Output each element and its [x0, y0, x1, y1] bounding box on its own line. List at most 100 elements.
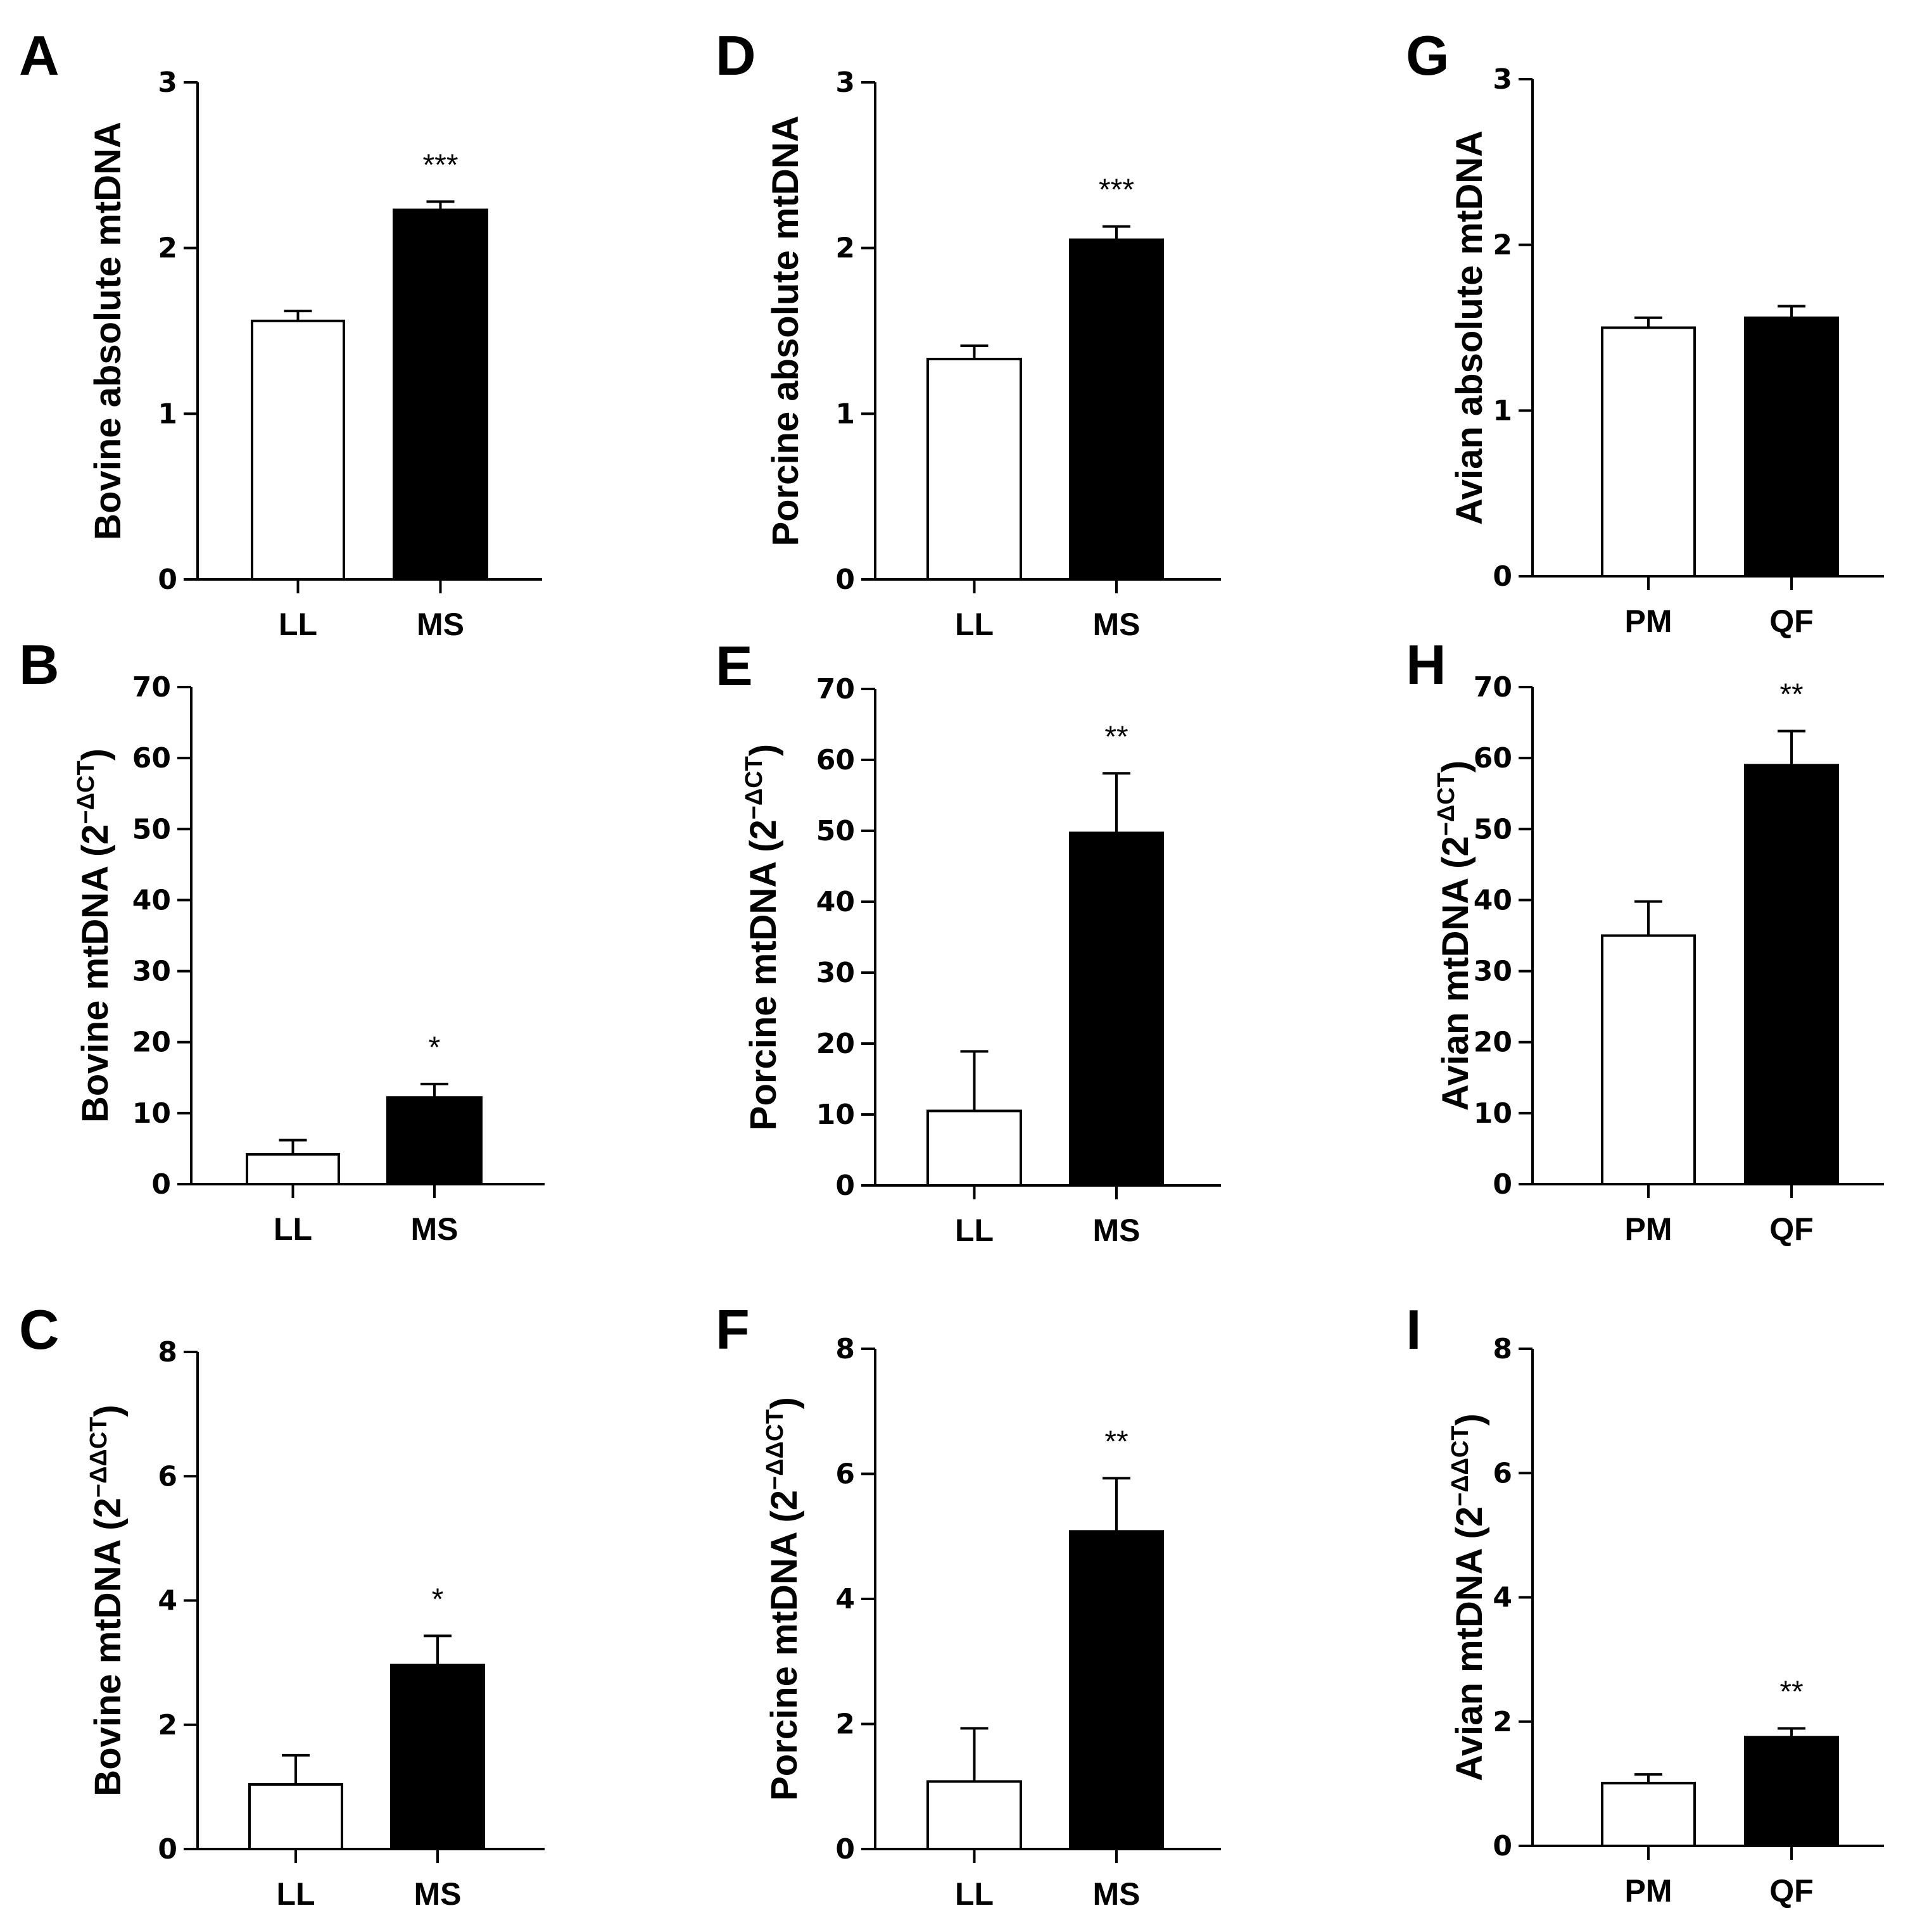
y-axis-label-b: Bovine mtDNA (2−ΔCT) [73, 748, 116, 1123]
category-label-d-ll: LL [955, 607, 994, 642]
significance-b-ms: * [429, 1031, 441, 1064]
category-label-b-ll: LL [274, 1211, 312, 1247]
bar-a-ll [251, 319, 345, 581]
bar-e-ll [926, 1109, 1022, 1187]
category-label-h-qf: QF [1769, 1211, 1813, 1247]
significance-c-ms: * [432, 1582, 444, 1616]
category-label-a-ll: LL [279, 607, 317, 642]
category-label-f-ll: LL [955, 1876, 994, 1912]
y-tick-label-a: 1 [158, 398, 177, 430]
significance-i-qf: ** [1779, 1676, 1803, 1709]
y-tick-label-b: 50 [132, 813, 171, 845]
category-label-g-qf: QF [1769, 603, 1813, 639]
panel-letter-f: F [716, 1298, 750, 1361]
y-tick-label-d: 1 [835, 398, 855, 430]
bar-g-qf [1744, 316, 1839, 578]
category-label-b-ms: MS [411, 1211, 458, 1247]
y-tick-label-i: 6 [1493, 1457, 1512, 1489]
panel-h: H 0 10 20 30 40 50 60 70 PM QF ** Avian mtDNA (2−ΔCT… [1406, 633, 1884, 1247]
y-tick-label-c: 2 [158, 1709, 177, 1741]
significance-d-ms: *** [1099, 174, 1134, 207]
panel-letter-i: I [1406, 1298, 1421, 1361]
bar-f-ll [926, 1780, 1022, 1851]
y-tick-label-e: 10 [816, 1099, 855, 1131]
category-label-f-ms: MS [1093, 1876, 1141, 1912]
bar-b-ms [386, 1096, 483, 1185]
panel-g: G 0 1 2 3 PM QF Avian absolute mtDNA [1406, 24, 1884, 639]
panel-letter-c: C [19, 1298, 60, 1361]
panel-d: D 0 1 2 3 LL MS *** Porcine absolute mtDNA [716, 24, 1221, 642]
y-tick-label-c: 4 [158, 1585, 177, 1617]
bar-d-ms [1069, 238, 1164, 581]
y-axis-label-i: Avian mtDNA (2−ΔΔCT) [1447, 1413, 1490, 1781]
bar-a-ms [393, 208, 488, 581]
y-tick-label-d: 2 [835, 232, 855, 265]
bar-c-ms [390, 1664, 485, 1851]
category-label-e-ll: LL [955, 1213, 994, 1248]
y-tick-label-e: 0 [835, 1170, 855, 1202]
y-axis-label-h: Avian mtDNA (2−ΔCT) [1433, 761, 1476, 1111]
category-label-e-ms: MS [1093, 1213, 1141, 1248]
category-label-a-ms: MS [417, 607, 464, 642]
y-tick-label-f: 0 [835, 1833, 855, 1866]
y-tick-label-i: 2 [1493, 1706, 1512, 1738]
y-tick-label-h: 60 [1474, 742, 1512, 774]
significance-f-ms: ** [1104, 1425, 1128, 1458]
panel-c: C 0 2 4 6 8 LL MS * Bovine mtDNA (2−ΔΔCT) [19, 1298, 545, 1912]
category-label-i-qf: QF [1769, 1873, 1813, 1909]
category-label-c-ll: LL [276, 1876, 315, 1912]
bar-g-pm [1601, 326, 1696, 578]
category-label-d-ms: MS [1093, 607, 1141, 642]
panel-letter-h: H [1406, 633, 1446, 696]
y-tick-label-g: 1 [1493, 395, 1512, 427]
y-tick-label-d: 3 [835, 66, 855, 99]
y-tick-label-a: 2 [158, 232, 177, 265]
y-tick-label-g: 2 [1493, 229, 1512, 262]
y-tick-label-f: 6 [835, 1458, 855, 1491]
y-axis-label-a: Bovine absolute mtDNA [87, 122, 129, 540]
y-tick-label-f: 8 [835, 1333, 855, 1365]
category-label-c-ms: MS [414, 1876, 462, 1912]
bar-h-pm [1601, 934, 1696, 1185]
y-tick-label-b: 70 [132, 671, 171, 704]
panel-letter-e: E [716, 635, 753, 697]
y-tick-label-h: 0 [1493, 1168, 1512, 1201]
panel-b: B 0 10 20 30 40 50 60 70 LL MS * Bovine mtDNA (2−ΔCT… [19, 633, 545, 1247]
significance-a-ms: *** [422, 148, 458, 182]
y-tick-label-i: 4 [1493, 1582, 1512, 1614]
y-tick-label-c: 0 [158, 1833, 177, 1866]
y-tick-label-b: 0 [151, 1168, 171, 1201]
y-axis-label-e: Porcine mtDNA (2−ΔCT) [741, 744, 784, 1130]
y-tick-label-f: 2 [835, 1708, 855, 1741]
significance-h-qf: ** [1779, 678, 1803, 712]
y-tick-label-c: 6 [158, 1460, 177, 1493]
y-tick-label-e: 60 [816, 744, 855, 776]
category-label-h-pm: PM [1625, 1211, 1672, 1247]
y-tick-label-f: 4 [835, 1583, 855, 1615]
y-tick-label-e: 70 [816, 673, 855, 705]
y-tick-label-b: 60 [132, 742, 171, 774]
y-tick-label-c: 8 [158, 1336, 177, 1368]
y-tick-label-e: 20 [816, 1028, 855, 1060]
panel-letter-g: G [1406, 24, 1449, 87]
y-tick-label-d: 0 [835, 564, 855, 596]
y-tick-label-b: 20 [132, 1026, 171, 1059]
panel-f: F 0 2 4 6 8 LL MS ** Porcine mtDNA (2−ΔΔCT) [716, 1298, 1221, 1912]
bar-c-ll [248, 1783, 343, 1850]
bar-e-ms [1069, 831, 1164, 1187]
bar-f-ms [1069, 1530, 1164, 1851]
y-tick-label-e: 30 [816, 957, 855, 989]
y-axis-label-c: Bovine mtDNA (2−ΔΔCT) [85, 1405, 129, 1796]
panel-i: I 0 2 4 6 8 PM QF ** Avian mtDNA (2−ΔΔCT) [1406, 1298, 1884, 1909]
category-label-g-pm: PM [1625, 603, 1672, 639]
panel-letter-b: B [19, 633, 60, 696]
y-tick-label-e: 50 [816, 815, 855, 847]
y-axis-label-d: Porcine absolute mtDNA [765, 116, 806, 546]
panel-letter-a: A [19, 24, 60, 87]
y-tick-label-a: 3 [158, 66, 177, 99]
panel-e: E 0 10 20 30 40 50 60 70 LL MS ** Porcine mtDNA (2−Δ… [716, 635, 1221, 1248]
y-tick-label-h: 10 [1474, 1097, 1512, 1130]
bar-h-qf [1744, 764, 1839, 1186]
panel-a: A 0 1 2 3 LL MS *** Bovine absolute mtDNA [19, 24, 542, 642]
